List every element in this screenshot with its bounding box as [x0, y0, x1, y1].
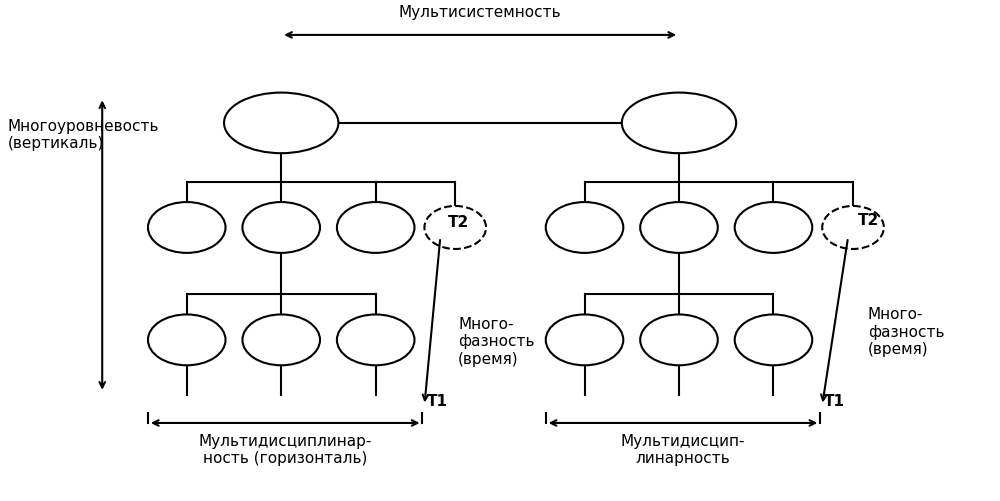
Ellipse shape	[735, 202, 812, 254]
Text: Много-
фазность
(время): Много- фазность (время)	[868, 307, 944, 356]
Text: T1: T1	[426, 393, 447, 408]
Ellipse shape	[337, 202, 414, 254]
Ellipse shape	[242, 202, 320, 254]
Ellipse shape	[640, 315, 718, 366]
Ellipse shape	[337, 315, 414, 366]
Ellipse shape	[546, 315, 623, 366]
Ellipse shape	[822, 206, 884, 249]
Text: Мультисистемность: Мультисистемность	[399, 5, 561, 20]
Ellipse shape	[735, 315, 812, 366]
Text: T2: T2	[858, 213, 879, 228]
Ellipse shape	[224, 93, 338, 154]
Ellipse shape	[148, 202, 226, 254]
Text: T1: T1	[824, 393, 845, 408]
Text: Многоуровневость
(вертикаль): Многоуровневость (вертикаль)	[8, 119, 159, 151]
Text: T2: T2	[448, 215, 470, 230]
Ellipse shape	[546, 202, 623, 254]
Text: Много-
фазность
(время): Много- фазность (время)	[458, 316, 535, 366]
Ellipse shape	[622, 93, 736, 154]
Ellipse shape	[148, 315, 226, 366]
Ellipse shape	[640, 202, 718, 254]
Ellipse shape	[242, 315, 320, 366]
Ellipse shape	[424, 206, 486, 249]
Text: Мультидисциплинар-
ность (горизонталь): Мультидисциплинар- ность (горизонталь)	[199, 433, 372, 465]
Text: Мультидисцип-
линарность: Мультидисцип- линарность	[621, 433, 745, 465]
